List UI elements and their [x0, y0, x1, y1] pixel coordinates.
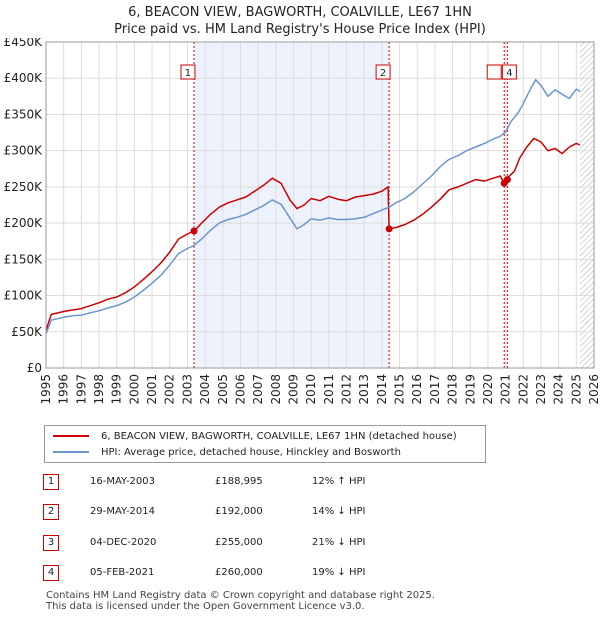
price-chart: 1 2 4 £0 £50K £100K £150K £200K £250K £300K £350K £… — [0, 38, 600, 423]
sale-marker-box — [487, 65, 501, 79]
y-tick-label: £300K — [4, 144, 44, 158]
transaction-hpi-diff: 12% ↑ HPI — [312, 476, 365, 487]
x-tick-label: 2021 — [499, 374, 513, 405]
y-tick-label: £400K — [4, 71, 44, 85]
transaction-date: 05-FEB-2021 — [90, 567, 154, 578]
y-tick-label: £450K — [4, 38, 44, 49]
x-tick-label: 2009 — [286, 374, 300, 405]
x-tick-label: 1997 — [74, 374, 88, 405]
x-tick-label: 1998 — [92, 374, 106, 405]
x-tick-label: 2024 — [552, 374, 566, 405]
transaction-number-badge: 1 — [43, 474, 59, 490]
sale-marker-number: 2 — [380, 68, 386, 79]
x-tick-label: 2018 — [446, 374, 460, 405]
transaction-hpi-diff: 19% ↓ HPI — [312, 567, 365, 578]
footer-licence: This data is licensed under the Open Gov… — [46, 601, 435, 612]
x-tick-label: 1999 — [110, 374, 124, 405]
x-tick-label: 2014 — [375, 374, 389, 405]
x-tick-label: 2026 — [587, 374, 600, 405]
transaction-price: £188,995 — [215, 476, 263, 487]
legend-item-property: 6, BEACON VIEW, BAGWORTH, COALVILLE, LE6… — [53, 428, 457, 444]
x-tick-label: 2022 — [516, 374, 530, 405]
transaction-price: £260,000 — [215, 567, 263, 578]
forecast-hatched-area — [580, 42, 594, 368]
transaction-price: £255,000 — [215, 537, 263, 548]
x-tick-label: 2003 — [180, 374, 194, 405]
chart-legend: 6, BEACON VIEW, BAGWORTH, COALVILLE, LE6… — [44, 425, 486, 463]
sale-marker-label: 2 — [376, 65, 390, 79]
transaction-number-badge: 2 — [43, 504, 59, 520]
transaction-hpi-diff: 21% ↓ HPI — [312, 537, 365, 548]
footer-copyright: Contains HM Land Registry data © Crown c… — [46, 590, 435, 601]
x-tick-label: 2017 — [428, 374, 442, 405]
sale-point — [504, 176, 511, 183]
sale-marker-number: 1 — [185, 68, 191, 79]
y-tick-label: £350K — [4, 107, 44, 121]
legend-item-hpi: HPI: Average price, detached house, Hinc… — [53, 444, 401, 460]
sale-point — [386, 225, 393, 232]
x-tick-label: 2004 — [198, 374, 212, 405]
x-tick-label: 2008 — [269, 374, 283, 405]
y-tick-label: £0 — [27, 361, 42, 375]
chart-title-block: 6, BEACON VIEW, BAGWORTH, COALVILLE, LE6… — [0, 4, 600, 38]
sale-marker-number: 4 — [506, 68, 512, 79]
y-tick-label: £200K — [4, 216, 44, 230]
y-tick-label: £100K — [4, 289, 44, 303]
x-tick-label: 2023 — [534, 374, 548, 405]
x-tick-label: 2013 — [357, 374, 371, 405]
legend-swatch-hpi — [53, 451, 89, 453]
footer-notice: Contains HM Land Registry data © Crown c… — [46, 590, 435, 612]
y-tick-label: £250K — [4, 180, 44, 194]
x-tick-label: 2002 — [163, 374, 177, 405]
x-tick-label: 1995 — [39, 374, 53, 405]
sale-point — [190, 228, 197, 235]
x-tick-label: 2010 — [304, 374, 318, 405]
x-tick-label: 2006 — [233, 374, 247, 405]
y-tick-label: £150K — [4, 252, 44, 266]
x-tick-label: 2000 — [127, 374, 141, 405]
x-tick-label: 2011 — [322, 374, 336, 405]
sale-marker-label: 4 — [502, 65, 516, 79]
transaction-price: £192,000 — [215, 506, 263, 517]
table-row: 3 04-DEC-2020 £255,000 21% ↓ HPI — [0, 533, 600, 553]
x-tick-label: 2012 — [340, 374, 354, 405]
table-row: 4 05-FEB-2021 £260,000 19% ↓ HPI — [0, 563, 600, 583]
chart-subtitle: Price paid vs. HM Land Registry's House … — [0, 21, 600, 38]
x-tick-label: 2016 — [410, 374, 424, 405]
transaction-date: 29-MAY-2014 — [90, 506, 155, 517]
transaction-date: 04-DEC-2020 — [90, 537, 156, 548]
x-tick-label: 2005 — [216, 374, 230, 405]
x-tick-label: 1996 — [57, 374, 71, 405]
transaction-number-badge: 4 — [43, 565, 59, 581]
x-tick-label: 2007 — [251, 374, 265, 405]
table-row: 2 29-MAY-2014 £192,000 14% ↓ HPI — [0, 502, 600, 522]
sale-marker-label: 1 — [181, 65, 195, 79]
x-tick-label: 2025 — [569, 374, 583, 405]
sale-marker-label — [487, 65, 501, 79]
transaction-hpi-diff: 14% ↓ HPI — [312, 506, 365, 517]
x-tick-label: 2001 — [145, 374, 159, 405]
table-row: 1 16-MAY-2003 £188,995 12% ↑ HPI — [0, 472, 600, 492]
legend-label-property: 6, BEACON VIEW, BAGWORTH, COALVILLE, LE6… — [101, 431, 457, 442]
legend-swatch-property — [53, 435, 89, 437]
transaction-number-badge: 3 — [43, 535, 59, 551]
y-tick-label: £50K — [11, 325, 43, 339]
chart-title: 6, BEACON VIEW, BAGWORTH, COALVILLE, LE6… — [0, 4, 600, 21]
x-tick-label: 2015 — [393, 374, 407, 405]
x-tick-label: 2019 — [463, 374, 477, 405]
x-tick-label: 2020 — [481, 374, 495, 405]
transaction-date: 16-MAY-2003 — [90, 476, 155, 487]
legend-label-hpi: HPI: Average price, detached house, Hinc… — [101, 447, 401, 458]
